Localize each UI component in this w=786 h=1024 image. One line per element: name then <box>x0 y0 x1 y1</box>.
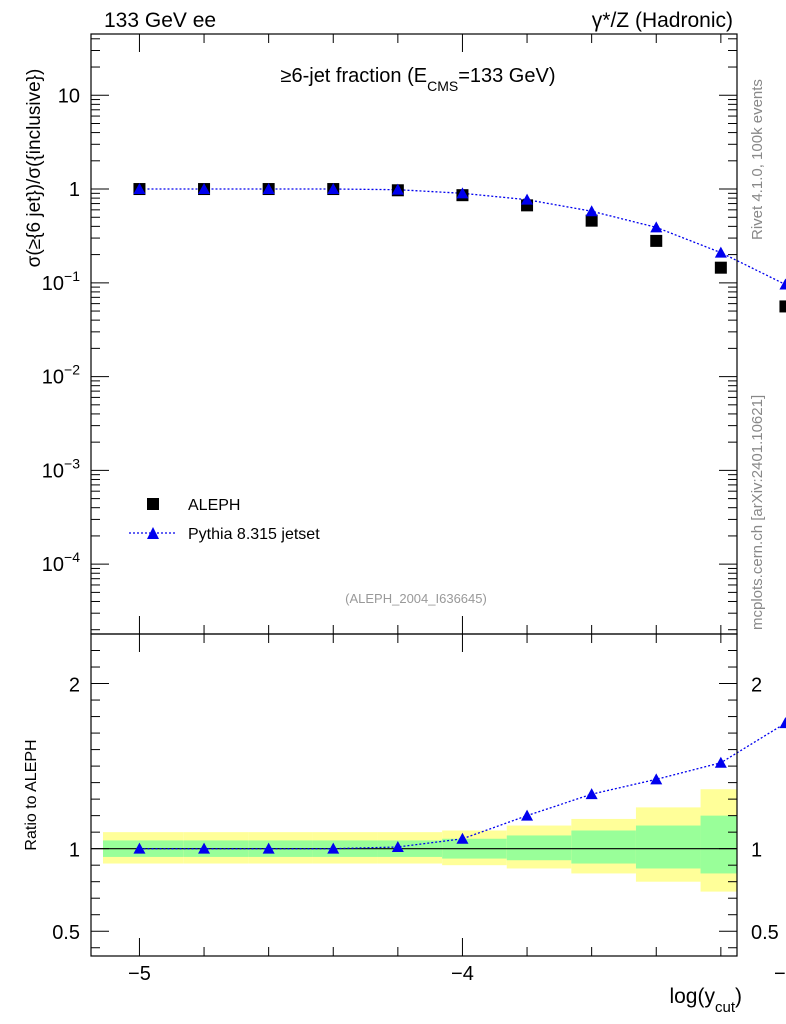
data-point-pythia <box>650 221 663 233</box>
legend-marker-aleph <box>147 498 159 510</box>
y-tick-mantissa: 10 <box>42 554 64 576</box>
main-y-label: σ(≥{6 jet})/σ({inclusive}) <box>24 69 45 268</box>
ratio-axes: 0.5 0.5 1 1 2 2 −5 −4 −3 <box>52 634 786 985</box>
x-tick-label: −3 <box>774 963 786 985</box>
ratio-y-label: Ratio to ALEPH <box>23 739 40 850</box>
ratio-point-pythia <box>133 842 146 854</box>
data-point-pythia <box>198 183 211 195</box>
uncertainty-band-inner <box>506 835 572 861</box>
ratio-point-pythia <box>650 773 663 785</box>
data-point-pythia <box>456 187 469 199</box>
mc-series-line <box>139 188 786 286</box>
data-point-pythia <box>779 278 786 290</box>
ratio-panel: 0.5 0.5 1 1 2 2 −5 −4 −3 <box>52 633 786 985</box>
ratio-frame <box>90 633 738 957</box>
ratio-point-pythia <box>198 842 211 854</box>
data-point-aleph <box>650 234 663 247</box>
main-title-pre: ≥6-jet fraction (E <box>280 65 427 87</box>
y-tick-mantissa: 10 <box>42 460 64 482</box>
ratio-y-tick-label: 2 <box>69 675 80 697</box>
site-label: mcplots.cern.ch [arXiv:2401.10621] <box>749 395 766 630</box>
ratio-marks <box>133 717 786 854</box>
ratio-point-pythia <box>779 717 786 729</box>
ratio-y-tick-label-right: 0.5 <box>751 922 779 944</box>
y-tick-exponent: −1 <box>64 268 80 284</box>
legend-label-aleph: ALEPH <box>188 497 240 514</box>
ratio-y-tick-label-right: 1 <box>751 840 762 862</box>
main-marks <box>133 183 786 313</box>
y-tick-label: 10−2 <box>42 362 80 389</box>
ratio-y-tick-label: 1 <box>69 840 80 862</box>
header-right: γ*/Z (Hadronic) <box>592 9 733 32</box>
data-point-aleph <box>779 300 786 313</box>
y-tick-label: 10−4 <box>42 549 80 576</box>
version-label: Rivet 4.1.0, 100k events <box>749 79 766 240</box>
data-point-aleph <box>585 214 598 227</box>
uncertainty-band-inner <box>635 825 701 869</box>
header-left: 133 GeV ee <box>104 9 216 32</box>
legend-label-pythia: Pythia 8.315 jetset <box>188 526 320 543</box>
data-point-pythia <box>714 246 727 258</box>
ratio-point-pythia <box>391 841 404 853</box>
data-point-pythia <box>133 183 146 195</box>
analysis-annotation: (ALEPH_2004_I636645) <box>345 591 487 606</box>
legend-marker-pythia <box>147 527 159 539</box>
x-label-sub: cut <box>715 999 736 1016</box>
y-tick-exponent: −2 <box>64 362 80 378</box>
data-point-pythia <box>391 183 404 195</box>
main-title: ≥6-jet fraction (ECMS=133 GeV) <box>280 65 555 94</box>
main-title-post: =133 GeV) <box>458 65 555 87</box>
ratio-point-pythia <box>521 809 534 821</box>
ratio-y-tick-label: 0.5 <box>52 922 80 944</box>
legend: ALEPH Pythia 8.315 jetset <box>129 497 320 543</box>
y-tick-exponent: −4 <box>64 549 80 565</box>
y-tick-label: 10 <box>58 85 80 107</box>
ratio-point-pythia <box>714 756 727 768</box>
y-tick-mantissa: 10 <box>42 367 64 389</box>
ratio-point-pythia <box>327 842 340 854</box>
data-point-pythia <box>521 193 534 205</box>
x-label-post: ) <box>735 985 742 1008</box>
x-label-pre: log(y <box>669 985 715 1008</box>
uncertainty-band-inner <box>700 815 737 874</box>
x-axis-label: log(ycut) <box>669 985 742 1016</box>
ratio-bands <box>91 789 737 892</box>
uncertainty-band-inner <box>571 830 636 864</box>
y-tick-mantissa: 1 <box>69 179 80 201</box>
main-title-sub: CMS <box>427 78 458 94</box>
x-tick-label: −5 <box>128 963 151 985</box>
data-point-aleph <box>714 261 727 274</box>
ratio-y-tick-label-right: 2 <box>751 675 762 697</box>
ratio-point-pythia <box>585 788 598 800</box>
y-tick-exponent: −3 <box>64 455 80 471</box>
data-point-pythia <box>585 205 598 217</box>
y-tick-label: 10−1 <box>42 268 80 295</box>
data-point-pythia <box>262 183 275 195</box>
ratio-point-pythia <box>262 842 275 854</box>
y-tick-label: 10−3 <box>42 455 80 482</box>
y-tick-label: 1 <box>69 179 80 201</box>
data-point-pythia <box>327 183 340 195</box>
ratio-point-pythia <box>456 832 469 844</box>
x-tick-label: −4 <box>451 963 474 985</box>
y-tick-mantissa: 10 <box>58 85 80 107</box>
main-frame <box>90 33 738 635</box>
y-tick-mantissa: 10 <box>42 273 64 295</box>
